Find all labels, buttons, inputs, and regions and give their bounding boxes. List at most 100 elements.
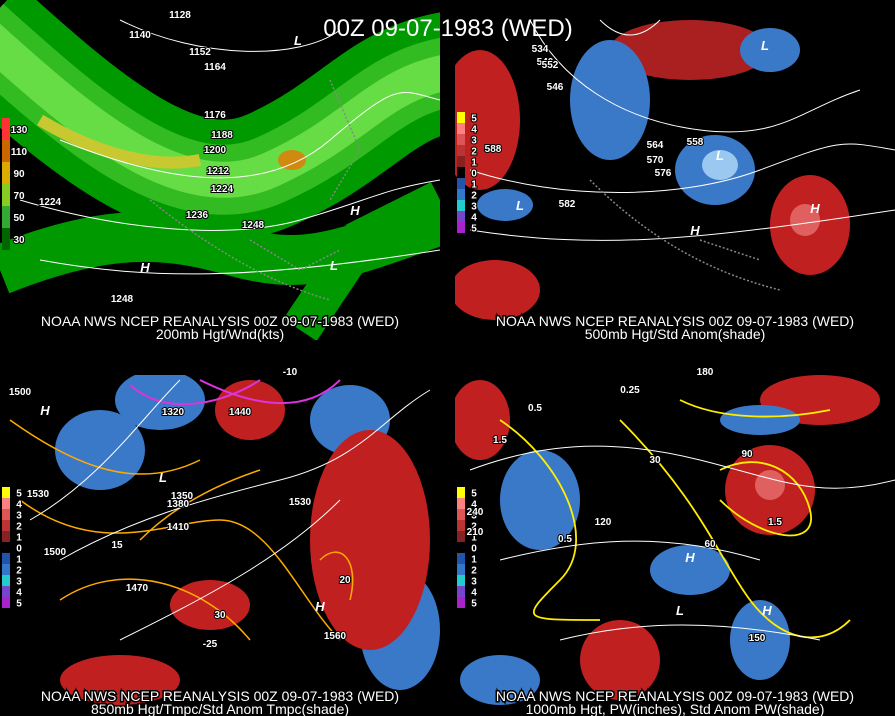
panel-500mb [455, 19, 895, 320]
contour-label: 1500 [9, 387, 32, 398]
contour-label: 582 [559, 199, 576, 210]
scale-label: 0 [471, 169, 477, 180]
contour-label: 1212 [207, 166, 230, 177]
scale-label: 1 [471, 180, 477, 191]
panel-subtitle: 500mb Hgt/Std Anom(shade) [585, 326, 766, 342]
scale-label: 70 [13, 191, 25, 202]
scale-label: 1 [471, 555, 477, 566]
scale-label: 2 [16, 522, 22, 533]
scale-swatch [457, 222, 465, 233]
scale-label: 30 [13, 235, 25, 246]
contour-label: 30 [214, 610, 226, 621]
scale-label: 2 [471, 566, 477, 577]
scale-swatch [2, 184, 10, 206]
scale-swatch [2, 498, 10, 509]
scale-swatch [2, 206, 10, 228]
scale-swatch [457, 520, 465, 531]
scale-label: 90 [13, 169, 25, 180]
panel-caption: NOAA NWS NCEP REANALYSIS 00Z 09-07-1983 … [41, 688, 399, 704]
pressure-center: H [350, 203, 360, 218]
scale-label: 4 [16, 588, 22, 599]
scale-swatch [2, 586, 10, 597]
scale-label: 1 [16, 555, 22, 566]
scale-label: 4 [471, 500, 477, 511]
scale-label: 2 [16, 566, 22, 577]
scale-swatch [2, 228, 10, 250]
scale-label: 5 [471, 599, 477, 610]
scale-label: 2 [471, 191, 477, 202]
scale-label: 2 [471, 522, 477, 533]
scale-label: 4 [16, 500, 22, 511]
contour-label: 588 [485, 144, 502, 155]
scale-swatch [457, 586, 465, 597]
pressure-center: L [516, 198, 524, 213]
contour-label: 1152 [189, 47, 211, 58]
contour-label: 534 [532, 44, 549, 55]
pressure-center: L [330, 258, 338, 273]
scale-swatch [2, 575, 10, 586]
scale-label: 5 [471, 489, 477, 500]
contour-label: 1.5 [493, 435, 507, 446]
contour-label: 1248 [111, 294, 134, 305]
scale-swatch [2, 597, 10, 608]
contour-label: 0.5 [558, 534, 572, 545]
contour-label: 1224 [39, 197, 62, 208]
scale-label: 4 [471, 213, 477, 224]
pressure-center: L [676, 603, 684, 618]
contour-label: 576 [655, 168, 672, 179]
scale-swatch [2, 542, 10, 553]
scale-swatch [457, 178, 465, 189]
pressure-center: L [716, 148, 724, 163]
scale-label: 0 [16, 544, 22, 555]
contour-label: 1.5 [768, 517, 782, 528]
contour-label: 0.5 [528, 403, 542, 414]
scale-swatch [457, 553, 465, 564]
scale-swatch [457, 211, 465, 222]
panel-subtitle: 850mb Hgt/Tmpc/Std Anom Tmpc(shade) [91, 701, 349, 716]
panel-200mb [0, 0, 440, 340]
panel-caption: NOAA NWS NCEP REANALYSIS 00Z 09-07-1983 … [496, 313, 854, 329]
contour-label: 1236 [186, 210, 209, 221]
scale-swatch [457, 509, 465, 520]
scale-label: 0 [471, 544, 477, 555]
contour-label: 1560 [324, 631, 347, 642]
scale-swatch [457, 123, 465, 134]
scale-label: 3 [471, 577, 477, 588]
scale-label: 1 [471, 158, 477, 169]
contour-label: 1470 [126, 583, 149, 594]
pressure-center: H [315, 599, 325, 614]
contour-label: 240 [467, 507, 484, 518]
scale-swatch [457, 531, 465, 542]
scale-label: 5 [471, 114, 477, 125]
contour-label: 1224 [211, 184, 234, 195]
scale-label: 4 [471, 588, 477, 599]
scale-label: 3 [16, 511, 22, 522]
contour-label: 1350 [171, 491, 194, 502]
scale-label: 1 [16, 533, 22, 544]
contour-label: 546 [547, 82, 564, 93]
scale-label: 4 [471, 125, 477, 136]
contour-label: 30 [649, 455, 661, 466]
panel-1000mb [455, 375, 895, 705]
contour-label: 570 [647, 155, 664, 166]
pressure-center: H [685, 550, 695, 565]
contour-label: 1128 [169, 10, 191, 21]
scale-swatch [457, 145, 465, 156]
scale-swatch [2, 564, 10, 575]
contour-label: 1188 [211, 130, 233, 141]
contour-label: 150 [749, 633, 766, 644]
panel-caption: NOAA NWS NCEP REANALYSIS 00Z 09-07-1983 … [496, 688, 854, 704]
scale-label: 3 [471, 136, 477, 147]
scale-label: 5 [16, 599, 22, 610]
scale-swatch [457, 597, 465, 608]
contour-label: 1200 [204, 145, 227, 156]
scale-swatch [457, 498, 465, 509]
contour-label: 1410 [167, 522, 190, 533]
panel-850mb [9, 375, 440, 705]
scale-label: 3 [471, 202, 477, 213]
scale-swatch [457, 156, 465, 167]
scale-swatch [2, 162, 10, 184]
scale-swatch [457, 564, 465, 575]
scale-label: 50 [13, 213, 25, 224]
scale-swatch [457, 542, 465, 553]
